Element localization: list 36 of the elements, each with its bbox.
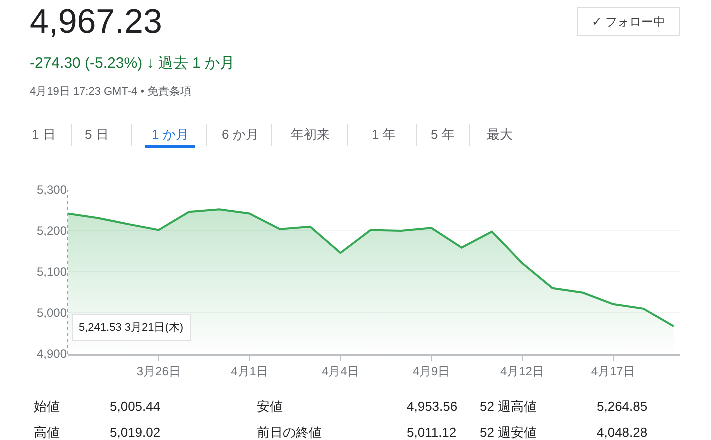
y-tick-label: 5,100 [36,265,68,280]
text: 1 日 [32,127,56,142]
x-tick-label: 4月1日 [231,364,268,378]
text: 4月19日 17:23 GMT-4 • 免責条項 [30,85,192,98]
text: 5,005.44 [110,399,161,414]
text: 最大 [487,127,513,142]
text: 高値 [34,425,60,440]
chart-title: 4,967.23 [30,3,162,41]
text: 1 か月 [152,127,189,142]
chart-subtitle: -274.30 (-5.23%) ↓ 過去 1 か月 [30,55,236,72]
text: 1 年 [372,127,396,142]
x-tick-label: 4月12日 [500,364,544,378]
text: 52 週安値 [480,425,538,440]
text: 始値 [34,399,60,414]
y-tick-label: 5,300 [36,183,68,198]
x-tick-label: 4月4日 [322,364,360,378]
y-tick-label: 5,200 [36,224,68,238]
text: 5,011.12 [407,425,457,440]
text: 前日の終値 [257,425,322,440]
x-tick-label: 4月17日 [591,364,636,378]
text: 年初来 [291,127,330,142]
text: 安値 [257,399,283,414]
text: 6 か月 [222,127,259,142]
y-tick-label: 4,900 [36,347,68,362]
x-tick-label: 4月9日 [412,364,450,378]
text: 5,264.85 [597,399,648,414]
y-tick-label: 5,000 [36,306,68,320]
text: 5 日 [85,127,109,142]
x-tick-label: 3月26日 [136,364,181,378]
text: 4,953.56 [407,399,458,414]
text: 52 週高値 [480,399,538,414]
text: 5,019.02 [110,425,161,440]
annotation: 5,241.53 3月21日(木) [79,321,184,334]
text: ✓ フォロー中 [592,15,666,29]
text: 5 年 [431,127,455,142]
text: 4,048.28 [597,425,648,440]
